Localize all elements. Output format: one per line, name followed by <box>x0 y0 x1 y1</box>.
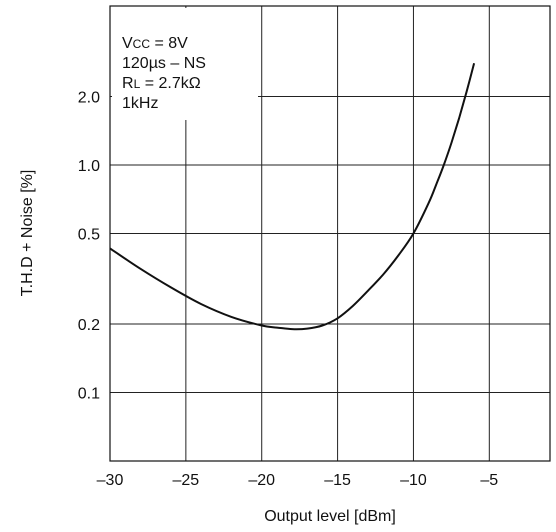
x-tick-label: –15 <box>324 472 351 489</box>
condition-deemphasis: 120µs – NS <box>122 55 206 72</box>
condition-load: RL = 2.7kΩ <box>122 75 201 92</box>
x-tick-label: –25 <box>173 472 200 489</box>
condition-vcc: VCC = 8V <box>122 35 188 52</box>
conditions-box <box>112 8 258 120</box>
condition-frequency: 1kHz <box>122 95 158 112</box>
x-tick-label: –30 <box>97 472 124 489</box>
y-tick-label: 0.2 <box>78 317 100 334</box>
y-tick-label: 0.1 <box>78 386 100 403</box>
y-tick-label: 2.0 <box>78 90 100 107</box>
y-axis-label: T.H.D + Noise [%] <box>19 170 36 297</box>
y-tick-label: 1.0 <box>78 158 100 175</box>
x-axis-label: Output level [dBm] <box>264 508 396 525</box>
grid-lines <box>110 6 550 461</box>
x-tick-label: –5 <box>480 472 498 489</box>
x-tick-label: –10 <box>400 472 427 489</box>
thd-curve-line <box>109 63 476 331</box>
plot-frame <box>109 5 551 462</box>
y-tick-label: 0.5 <box>78 227 100 244</box>
tick-labels: –30 –25 –20 –15 –10 –5 0.1 0.2 0.5 1.0 2.0 <box>78 90 499 489</box>
x-tick-label: –20 <box>248 472 275 489</box>
